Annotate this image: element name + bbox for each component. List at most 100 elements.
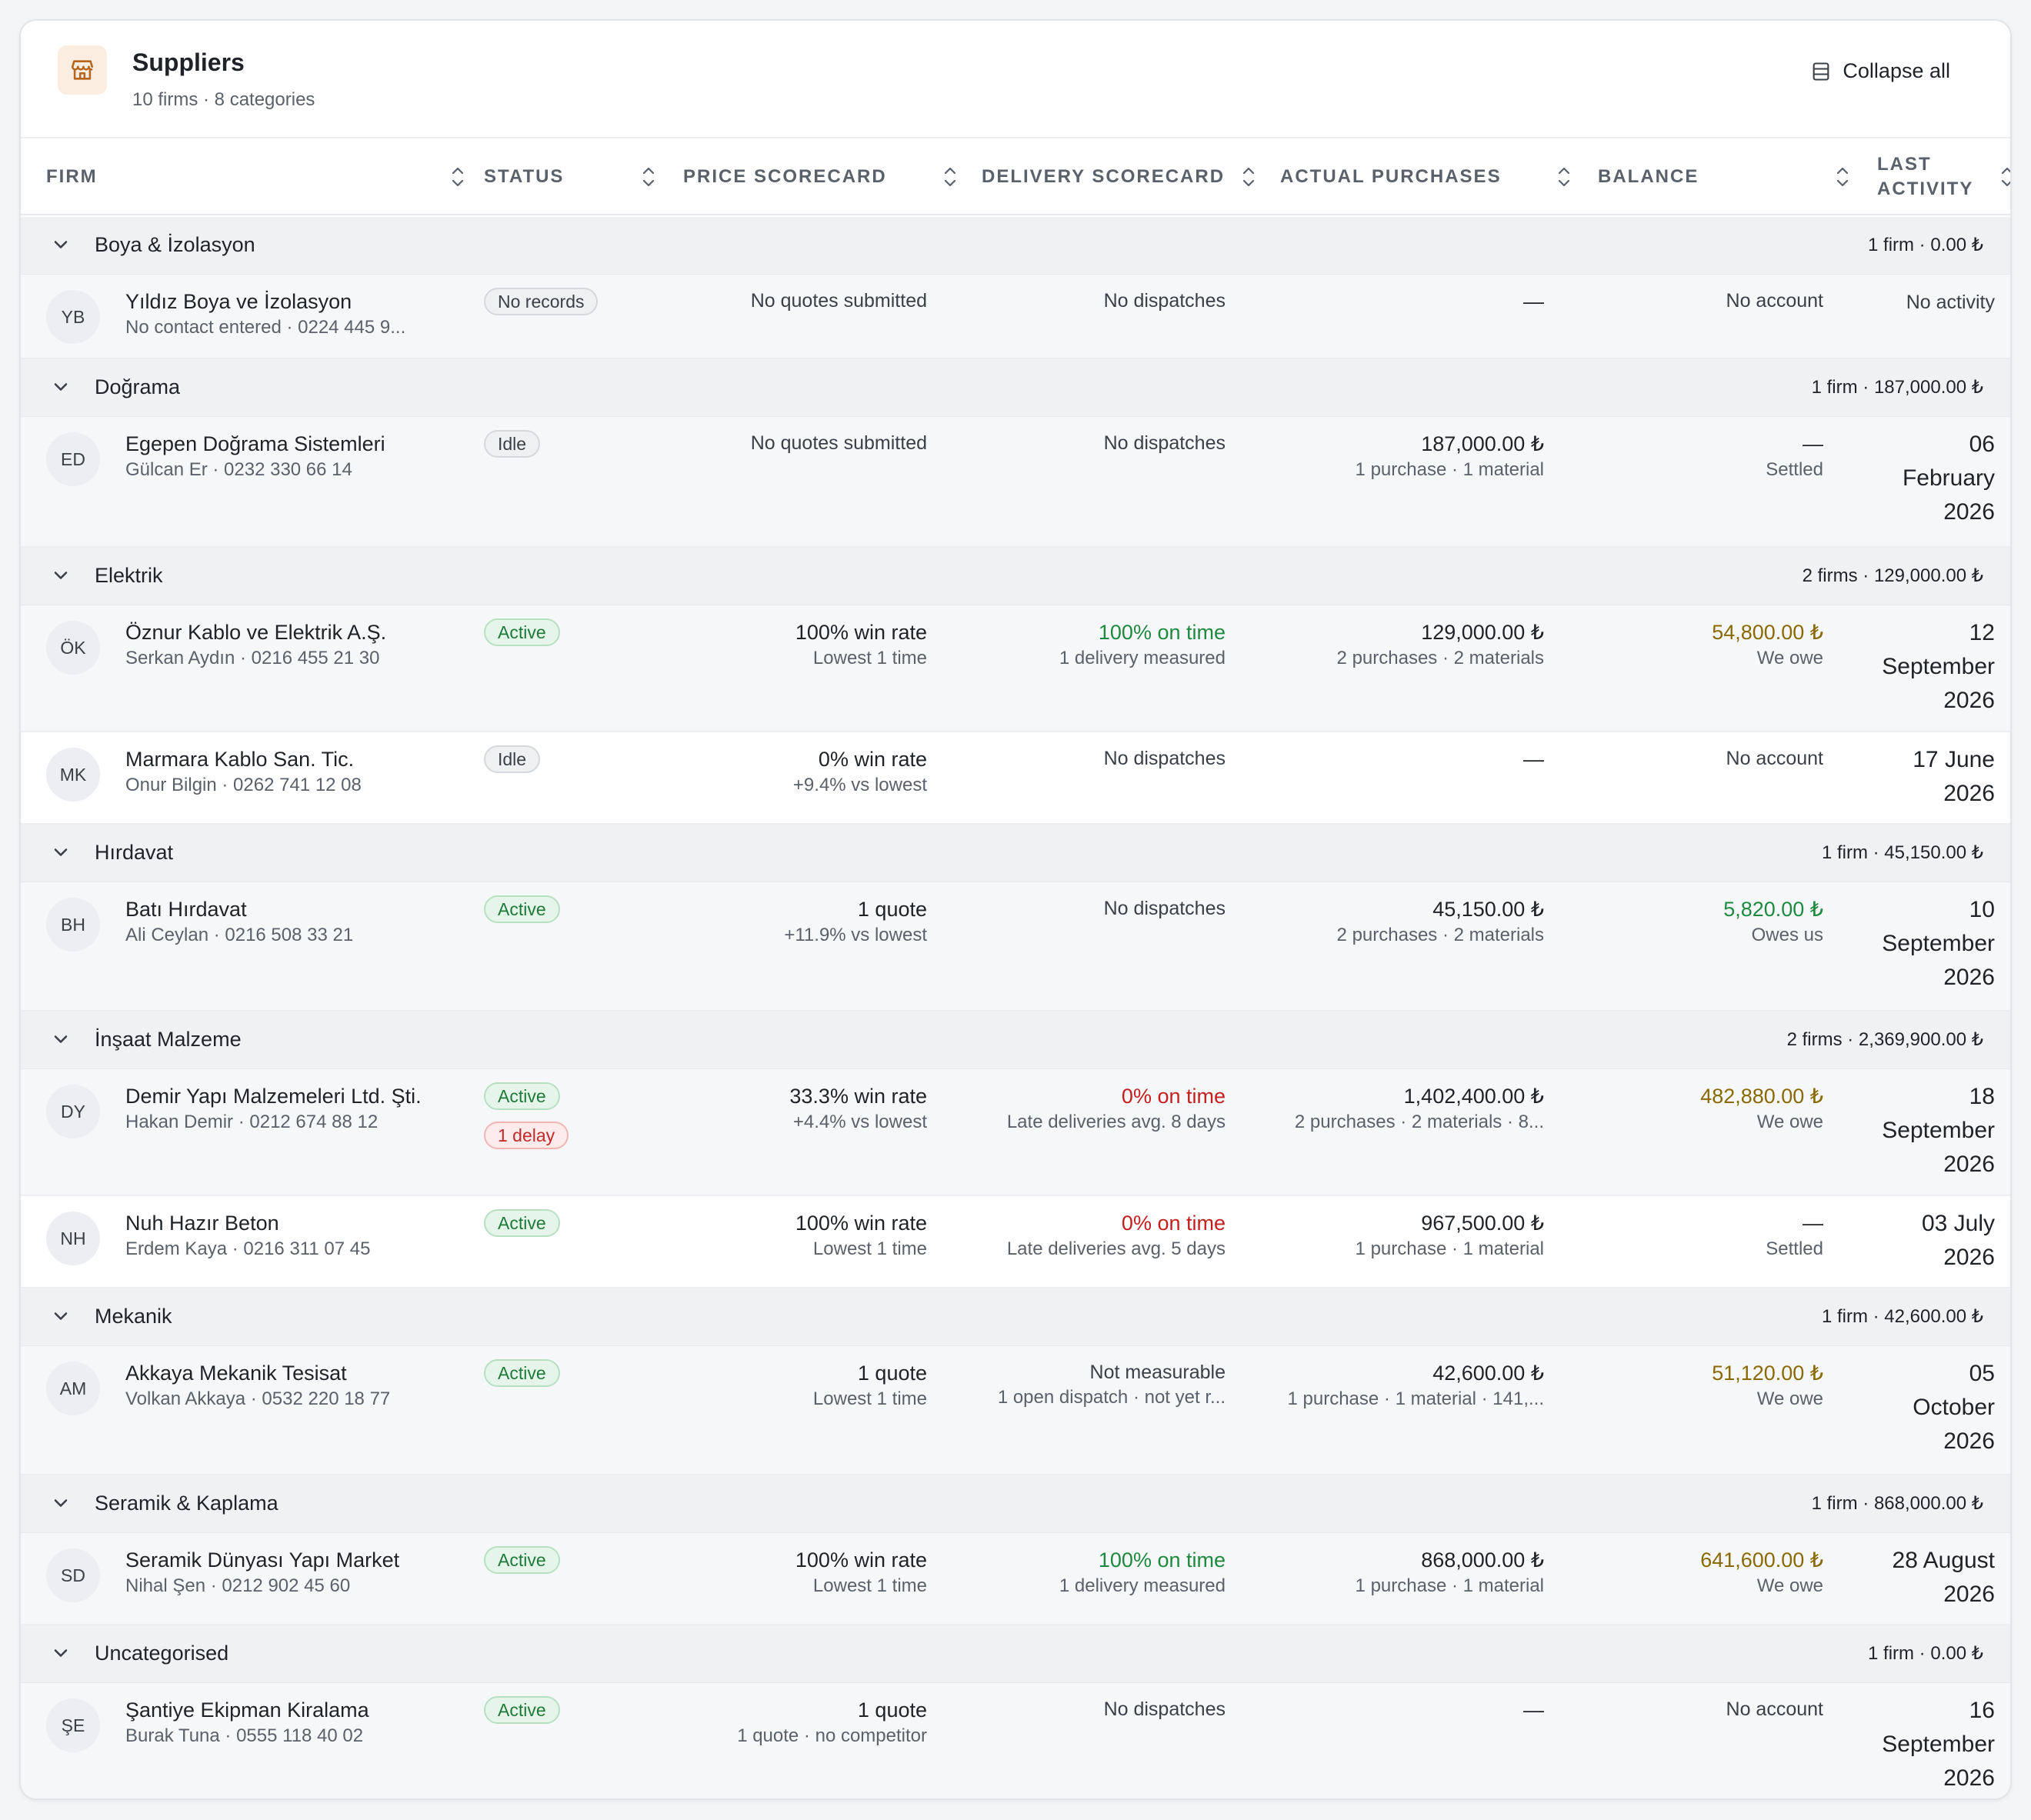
table-row[interactable]: MK Marmara Kablo San. Tic. Onur Bilgin · 0… xyxy=(21,732,2010,825)
table-row[interactable]: ÖK Öznur Kablo ve Elektrik A.Ş. Serkan Ayd… xyxy=(21,605,2010,732)
col-firm[interactable]: FIRM xyxy=(46,165,98,187)
chevron-down-icon[interactable] xyxy=(50,1028,72,1050)
sort-icon[interactable] xyxy=(1999,163,2012,191)
table-header: FIRM STATUS PRICE SCORECARD DELIVERY SCO… xyxy=(21,138,2010,215)
last-activity-line: 2026 xyxy=(1943,688,1995,713)
page-subtitle: 10 firms · 8 categories xyxy=(132,89,315,110)
firm-name[interactable]: Marmara Kablo San. Tic. xyxy=(125,748,355,771)
firm-name[interactable]: Seramik Dünyası Yapı Market xyxy=(125,1548,400,1572)
table-row[interactable]: YB Yıldız Boya ve İzolasyon No contact ent… xyxy=(21,275,2010,359)
category-group-header[interactable]: Hırdavat 1 firm · 45,150.00 ₺ xyxy=(21,825,2010,882)
actual-purchases: — xyxy=(1523,748,1544,772)
actual-purchases-detail: 2 purchases · 2 materials xyxy=(1336,648,1544,668)
chevron-down-icon[interactable] xyxy=(50,565,72,586)
firm-name[interactable]: Şantiye Ekipman Kiralama xyxy=(125,1698,369,1722)
chevron-down-icon[interactable] xyxy=(50,842,72,863)
chevron-down-icon[interactable] xyxy=(50,234,72,255)
last-activity: 16 September 2026 xyxy=(1882,1694,1995,1795)
table-row[interactable]: BH Batı Hırdavat Ali Ceylan · 0216 508 33 … xyxy=(21,882,2010,1012)
last-activity-line: 17 June xyxy=(1913,747,1995,772)
actual-purchases-value: 129,000.00 ₺ xyxy=(1421,621,1544,644)
actual-purchases: 45,150.00 ₺ 2 purchases · 2 materials xyxy=(1337,898,1544,946)
actual-purchases-value: 187,000.00 ₺ xyxy=(1421,432,1544,455)
table-row[interactable]: ED Egepen Doğrama Sistemleri Gülcan Er · 0… xyxy=(21,417,2010,548)
col-status[interactable]: STATUS xyxy=(484,165,565,187)
suppliers-card: Suppliers 10 firms · 8 categories Collap… xyxy=(19,19,2012,1800)
col-actual-purchases[interactable]: ACTUAL PURCHASES xyxy=(1280,165,1502,187)
col-delivery-scorecard[interactable]: DELIVERY SCORECARD xyxy=(982,165,1226,187)
price-scorecard: 100% win rate Lowest 1 time xyxy=(795,621,927,669)
last-activity-line: 2026 xyxy=(1943,965,1995,990)
firm-name[interactable]: Öznur Kablo ve Elektrik A.Ş. xyxy=(125,621,387,644)
balance: — Settled xyxy=(1766,432,1823,481)
last-activity-line: 2026 xyxy=(1943,1582,1995,1607)
last-activity-line: September xyxy=(1882,654,1995,679)
chevron-down-icon[interactable] xyxy=(50,1305,72,1327)
chevron-down-icon[interactable] xyxy=(50,1492,72,1514)
price-scorecard: 1 quote Lowest 1 time xyxy=(813,1362,927,1410)
delivery-scorecard: No dispatches xyxy=(1104,290,1226,312)
category-group-header[interactable]: Mekanik 1 firm · 42,600.00 ₺ xyxy=(21,1288,2010,1346)
table-row[interactable]: ŞE Şantiye Ekipman Kiralama Burak Tuna · 0… xyxy=(21,1683,2010,1798)
balance: — Settled xyxy=(1766,1212,1823,1260)
actual-purchases: 967,500.00 ₺ 1 purchase · 1 material xyxy=(1356,1212,1544,1260)
collapse-all-button[interactable]: Collapse all xyxy=(1810,59,1950,83)
actual-purchases-value: 45,150.00 ₺ xyxy=(1432,898,1544,921)
sort-icon[interactable] xyxy=(942,163,958,191)
category-group-header[interactable]: Uncategorised 1 firm · 0.00 ₺ xyxy=(21,1625,2010,1683)
category-name: Uncategorised xyxy=(95,1642,229,1665)
category-group-header[interactable]: Doğrama 1 firm · 187,000.00 ₺ xyxy=(21,359,2010,417)
balance: 482,880.00 ₺ We owe xyxy=(1700,1085,1823,1133)
price-scorecard: 1 quote +11.9% vs lowest xyxy=(784,898,927,946)
actual-purchases: 42,600.00 ₺ 1 purchase · 1 material · 141… xyxy=(1288,1362,1545,1410)
sort-icon[interactable] xyxy=(1556,163,1572,191)
category-group-header[interactable]: Boya & İzolasyon 1 firm · 0.00 ₺ xyxy=(21,217,2010,275)
page-title: Suppliers xyxy=(132,48,245,76)
table-row[interactable]: SD Seramik Dünyası Yapı Market Nihal Şen ·… xyxy=(21,1533,2010,1625)
price-scorecard: 1 quote 1 quote · no competitor xyxy=(737,1698,927,1747)
last-activity-line: 2026 xyxy=(1943,1428,1995,1454)
price-scorecard: 100% win rate Lowest 1 time xyxy=(795,1212,927,1260)
sort-icon[interactable] xyxy=(1835,163,1850,191)
category-summary: 2 firms · 2,369,900.00 ₺ xyxy=(1786,1029,1983,1050)
price-scorecard-detail: Lowest 1 time xyxy=(812,1388,927,1409)
category-name: Doğrama xyxy=(95,375,181,398)
sort-icon[interactable] xyxy=(641,163,656,191)
store-icon xyxy=(58,45,107,95)
firm-name[interactable]: Nuh Hazır Beton xyxy=(125,1212,279,1235)
col-balance[interactable]: BALANCE xyxy=(1598,165,1699,187)
last-activity-line: 06 xyxy=(1969,432,1995,457)
avatar: SD xyxy=(46,1548,100,1602)
category-group-header[interactable]: Seramik & Kaplama 1 firm · 868,000.00 ₺ xyxy=(21,1475,2010,1533)
firm-name[interactable]: Demir Yapı Malzemeleri Ltd. Şti. xyxy=(125,1085,422,1108)
price-scorecard-detail: +9.4% vs lowest xyxy=(792,775,927,795)
category-group-header[interactable]: Elektrik 2 firms · 129,000.00 ₺ xyxy=(21,548,2010,605)
status-badge: Active xyxy=(484,1209,560,1237)
table-row[interactable]: DY Demir Yapı Malzemeleri Ltd. Şti. Hakan … xyxy=(21,1069,2010,1196)
table-row[interactable]: AM Akkaya Mekanik Tesisat Volkan Akkaya · … xyxy=(21,1346,2010,1475)
last-activity: No activity xyxy=(1906,285,1995,319)
delivery-scorecard-value: No dispatches xyxy=(1103,898,1226,919)
chevron-down-icon[interactable] xyxy=(50,1642,72,1664)
firm-name[interactable]: Yıldız Boya ve İzolasyon xyxy=(125,290,352,313)
firm-contact: Burak Tuna · 0555 118 40 02 xyxy=(125,1725,364,1746)
sort-icon[interactable] xyxy=(450,163,465,191)
sort-icon[interactable] xyxy=(1241,163,1256,191)
firm-name[interactable]: Egepen Doğrama Sistemleri xyxy=(125,432,385,455)
balance-detail: We owe xyxy=(1756,1575,1823,1596)
avatar: DY xyxy=(46,1085,100,1138)
status-badge: Active xyxy=(484,1546,560,1574)
last-activity-line: September xyxy=(1882,931,1995,956)
actual-purchases: 187,000.00 ₺ 1 purchase · 1 material xyxy=(1356,432,1544,481)
category-group-header[interactable]: İnşaat Malzeme 2 firms · 2,369,900.00 ₺ xyxy=(21,1012,2010,1069)
delivery-scorecard-detail: Late deliveries avg. 5 days xyxy=(1006,1238,1226,1259)
firm-name[interactable]: Akkaya Mekanik Tesisat xyxy=(125,1362,347,1385)
last-activity: 18 September 2026 xyxy=(1882,1080,1995,1182)
chevron-down-icon[interactable] xyxy=(50,376,72,398)
col-last-activity[interactable]: LAST ACTIVITY xyxy=(1877,138,1973,215)
table-row[interactable]: NH Nuh Hazır Beton Erdem Kaya · 0216 311 0… xyxy=(21,1196,2010,1288)
firm-name[interactable]: Batı Hırdavat xyxy=(125,898,247,921)
category-name: Seramik & Kaplama xyxy=(95,1492,278,1515)
last-activity-line: 2026 xyxy=(1943,781,1995,806)
col-price-scorecard[interactable]: PRICE SCORECARD xyxy=(683,165,887,187)
